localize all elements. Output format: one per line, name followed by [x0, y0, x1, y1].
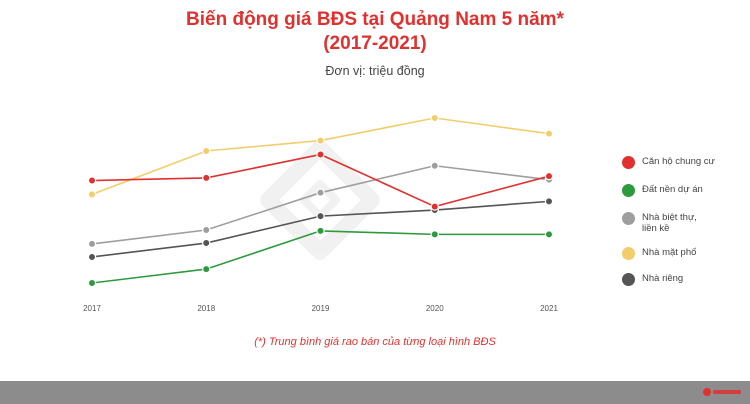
- series-2: [87, 161, 554, 249]
- legend-label-biet-thu: Nhà biệt thự, liền kề: [642, 212, 697, 234]
- data-point-4-1: [202, 238, 211, 248]
- data-point-3-0: [87, 190, 97, 199]
- data-point-0-4: [544, 171, 554, 181]
- legend-dot-mat-pho: [622, 247, 635, 260]
- legend-label-mat-pho: Nhà mặt phố: [642, 247, 697, 258]
- series-0: [87, 150, 554, 211]
- legend-dot-dat-nen: [622, 184, 635, 197]
- legend-dot-biet-thu: [622, 212, 635, 225]
- x-tick-label-2018: 2018: [197, 304, 215, 313]
- x-tick-label-2019: 2019: [312, 304, 330, 313]
- data-point-3-4: [544, 129, 554, 138]
- legend-item-biet-thu: Nhà biệt thự, liền kề: [622, 212, 714, 234]
- data-point-0-3: [430, 202, 439, 211]
- chart-footnote: (*) Trung bình giá rao bán của từng loại…: [254, 336, 496, 348]
- legend-item-nha-rieng: Nhà riêng: [622, 273, 742, 286]
- data-point-3-1: [202, 146, 211, 156]
- series-3: [87, 113, 554, 199]
- chart-title-line2: (2017-2021): [323, 33, 427, 54]
- data-point-1-3: [430, 230, 439, 239]
- data-point-4-0: [87, 252, 97, 262]
- data-point-1-2: [316, 226, 325, 236]
- legend-label-dat-nen: Đất nền dự án: [642, 184, 703, 195]
- data-point-2-3: [430, 161, 439, 170]
- data-point-4-4: [544, 197, 554, 206]
- data-point-3-2: [316, 136, 325, 145]
- legend-item-dat-nen: Đất nền dự án: [622, 184, 742, 197]
- data-point-0-2: [316, 150, 325, 159]
- series-1: [87, 226, 554, 288]
- data-point-1-1: [202, 264, 211, 274]
- legend-label-can-ho: Căn hộ chung cư: [642, 156, 715, 167]
- data-point-2-2: [316, 188, 325, 197]
- data-point-4-2: [316, 211, 325, 221]
- data-point-0-1: [202, 173, 211, 183]
- data-point-3-3: [430, 113, 439, 123]
- legend-item-can-ho: Căn hộ chung cư: [622, 156, 742, 169]
- watermark-logo: [260, 140, 380, 260]
- line-chart: 2017 2018 2019 2020 2021: [83, 113, 558, 313]
- data-point-0-0: [87, 176, 97, 185]
- brand-logo-icon: [703, 388, 741, 396]
- chart-unit-label: Đơn vị: triệu đồng: [325, 64, 425, 78]
- data-point-2-1: [202, 225, 211, 235]
- data-point-2-0: [87, 239, 97, 249]
- x-tick-label-2017: 2017: [83, 304, 101, 313]
- legend-dot-can-ho: [622, 156, 635, 169]
- x-tick-label-2020: 2020: [426, 304, 444, 313]
- data-point-1-0: [87, 278, 97, 288]
- x-tick-label-2021: 2021: [540, 304, 558, 313]
- bottom-bar: [0, 381, 750, 404]
- legend-item-mat-pho: Nhà mặt phố: [622, 247, 742, 260]
- legend-label-nha-rieng: Nhà riêng: [642, 273, 684, 284]
- chart-legend: Căn hộ chung cư Đất nền dự án Nhà biệt t…: [622, 156, 742, 286]
- data-point-1-4: [544, 230, 554, 239]
- legend-dot-nha-rieng: [622, 273, 635, 286]
- chart-title-line1: Biến động giá BĐS tại Quảng Nam 5 năm*: [186, 9, 564, 30]
